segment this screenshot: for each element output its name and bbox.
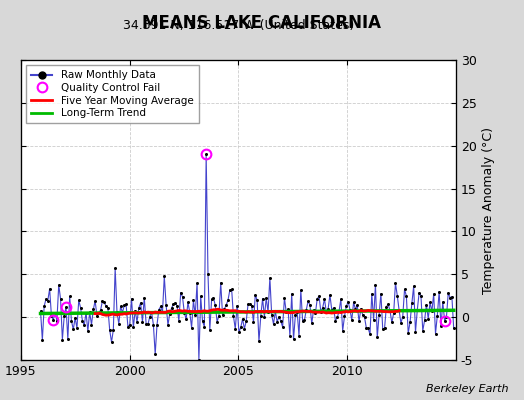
Legend: Raw Monthly Data, Quality Control Fail, Five Year Moving Average, Long-Term Tren: Raw Monthly Data, Quality Control Fail, … (26, 65, 199, 124)
Text: Berkeley Earth: Berkeley Earth (426, 384, 508, 394)
Y-axis label: Temperature Anomaly (°C): Temperature Anomaly (°C) (482, 126, 495, 294)
Text: MEANS LAKE CALIFORNIA: MEANS LAKE CALIFORNIA (143, 14, 381, 32)
Title: 34.391 N, 116.517 W (United States): 34.391 N, 116.517 W (United States) (123, 20, 354, 32)
